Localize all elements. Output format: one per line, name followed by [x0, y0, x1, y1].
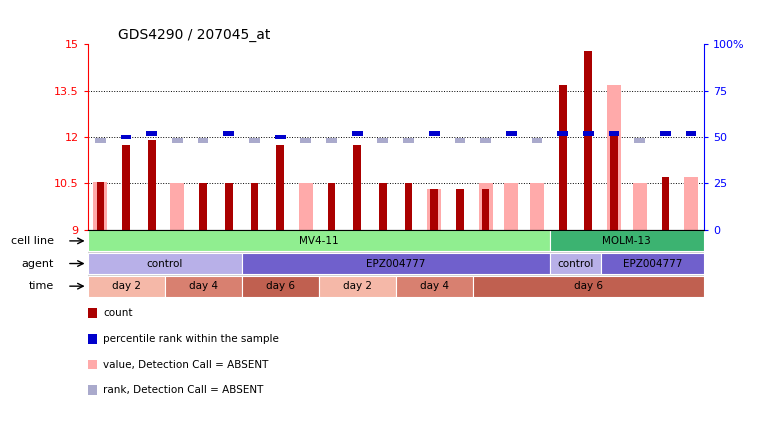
Bar [482, 190, 489, 230]
Bar [242, 276, 319, 297]
Bar [601, 253, 704, 274]
Bar [454, 138, 465, 143]
Bar [479, 182, 492, 230]
Bar [94, 182, 107, 230]
Bar [557, 131, 568, 136]
Bar [146, 131, 157, 136]
Bar [172, 138, 183, 143]
Bar [224, 131, 234, 136]
Bar [405, 182, 412, 230]
Bar [456, 190, 463, 230]
Bar [427, 190, 441, 230]
Bar [396, 276, 473, 297]
Bar [170, 182, 184, 230]
Bar [431, 190, 438, 230]
Text: day 4: day 4 [420, 281, 449, 291]
Bar [584, 51, 592, 230]
Text: day 6: day 6 [574, 281, 603, 291]
Bar [148, 140, 155, 230]
Text: day 2: day 2 [112, 281, 141, 291]
Bar [632, 182, 647, 230]
Bar [610, 134, 618, 230]
Bar [660, 131, 670, 136]
Text: cell line: cell line [11, 236, 54, 246]
Bar [583, 131, 594, 136]
Bar [249, 138, 260, 143]
Text: rank, Detection Call = ABSENT: rank, Detection Call = ABSENT [103, 385, 264, 395]
Text: agent: agent [22, 258, 54, 269]
Bar [429, 131, 440, 136]
Bar [275, 135, 285, 139]
Text: EPZ004777: EPZ004777 [622, 258, 683, 269]
Bar [403, 138, 414, 143]
Bar [198, 138, 209, 143]
Text: count: count [103, 308, 133, 318]
Bar [635, 138, 645, 143]
Bar [377, 138, 388, 143]
Text: day 6: day 6 [266, 281, 295, 291]
Bar [505, 182, 518, 230]
Bar [532, 138, 543, 143]
Bar [319, 276, 396, 297]
Bar [506, 131, 517, 136]
Bar [684, 177, 698, 230]
Bar [661, 177, 669, 230]
Text: day 4: day 4 [189, 281, 218, 291]
Text: MV4-11: MV4-11 [299, 236, 339, 246]
Text: EPZ004777: EPZ004777 [366, 258, 425, 269]
Text: MOLM-13: MOLM-13 [603, 236, 651, 246]
Bar [328, 182, 336, 230]
Bar [88, 230, 550, 251]
Text: GDS4290 / 207045_at: GDS4290 / 207045_at [119, 28, 271, 42]
Bar [609, 131, 619, 136]
Text: day 2: day 2 [342, 281, 371, 291]
Bar [686, 131, 696, 136]
Bar [473, 276, 704, 297]
Text: percentile rank within the sample: percentile rank within the sample [103, 334, 279, 344]
Bar [299, 182, 313, 230]
Bar [379, 182, 387, 230]
Bar [549, 230, 704, 251]
Bar [559, 84, 566, 230]
Bar [549, 253, 601, 274]
Bar [607, 84, 621, 230]
Bar [164, 276, 242, 297]
Bar [250, 182, 258, 230]
Text: control: control [557, 258, 594, 269]
Bar [242, 253, 549, 274]
Bar [352, 131, 362, 136]
Text: value, Detection Call = ABSENT: value, Detection Call = ABSENT [103, 360, 269, 369]
Bar [326, 138, 337, 143]
Bar [480, 138, 491, 143]
Bar [530, 182, 544, 230]
Text: time: time [29, 281, 54, 291]
Bar [225, 182, 233, 230]
Bar [88, 253, 242, 274]
Bar [88, 276, 164, 297]
Bar [97, 182, 104, 230]
Bar [95, 138, 106, 143]
Bar [121, 135, 132, 139]
Bar [276, 145, 284, 230]
Bar [301, 138, 311, 143]
Bar [123, 145, 130, 230]
Bar [353, 145, 361, 230]
Text: control: control [146, 258, 183, 269]
Bar [199, 182, 207, 230]
